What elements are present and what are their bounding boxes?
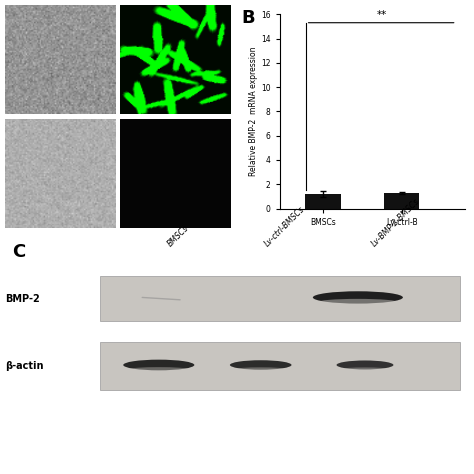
- Ellipse shape: [123, 360, 194, 370]
- Bar: [100, 342, 460, 390]
- Bar: [384, 193, 419, 209]
- Text: BMP-2: BMP-2: [5, 293, 39, 304]
- Text: β-actin: β-actin: [5, 361, 43, 371]
- Ellipse shape: [130, 367, 187, 371]
- Ellipse shape: [342, 367, 388, 371]
- Text: Lv-ctrl-BMSCs: Lv-ctrl-BMSCs: [263, 205, 307, 249]
- Ellipse shape: [318, 299, 398, 306]
- Text: C: C: [12, 243, 25, 261]
- Text: BMSCs: BMSCs: [166, 224, 191, 249]
- Text: B: B: [242, 9, 255, 27]
- Text: Lv-BMP-2-BMSCs: Lv-BMP-2-BMSCs: [370, 197, 421, 249]
- Ellipse shape: [313, 291, 403, 304]
- Bar: [100, 276, 460, 321]
- Text: **: **: [377, 10, 387, 20]
- Y-axis label: Relative BMP-2  mRNA expression: Relative BMP-2 mRNA expression: [249, 46, 258, 176]
- Ellipse shape: [230, 360, 292, 370]
- Bar: [305, 194, 341, 209]
- Ellipse shape: [337, 360, 393, 370]
- Ellipse shape: [236, 367, 285, 371]
